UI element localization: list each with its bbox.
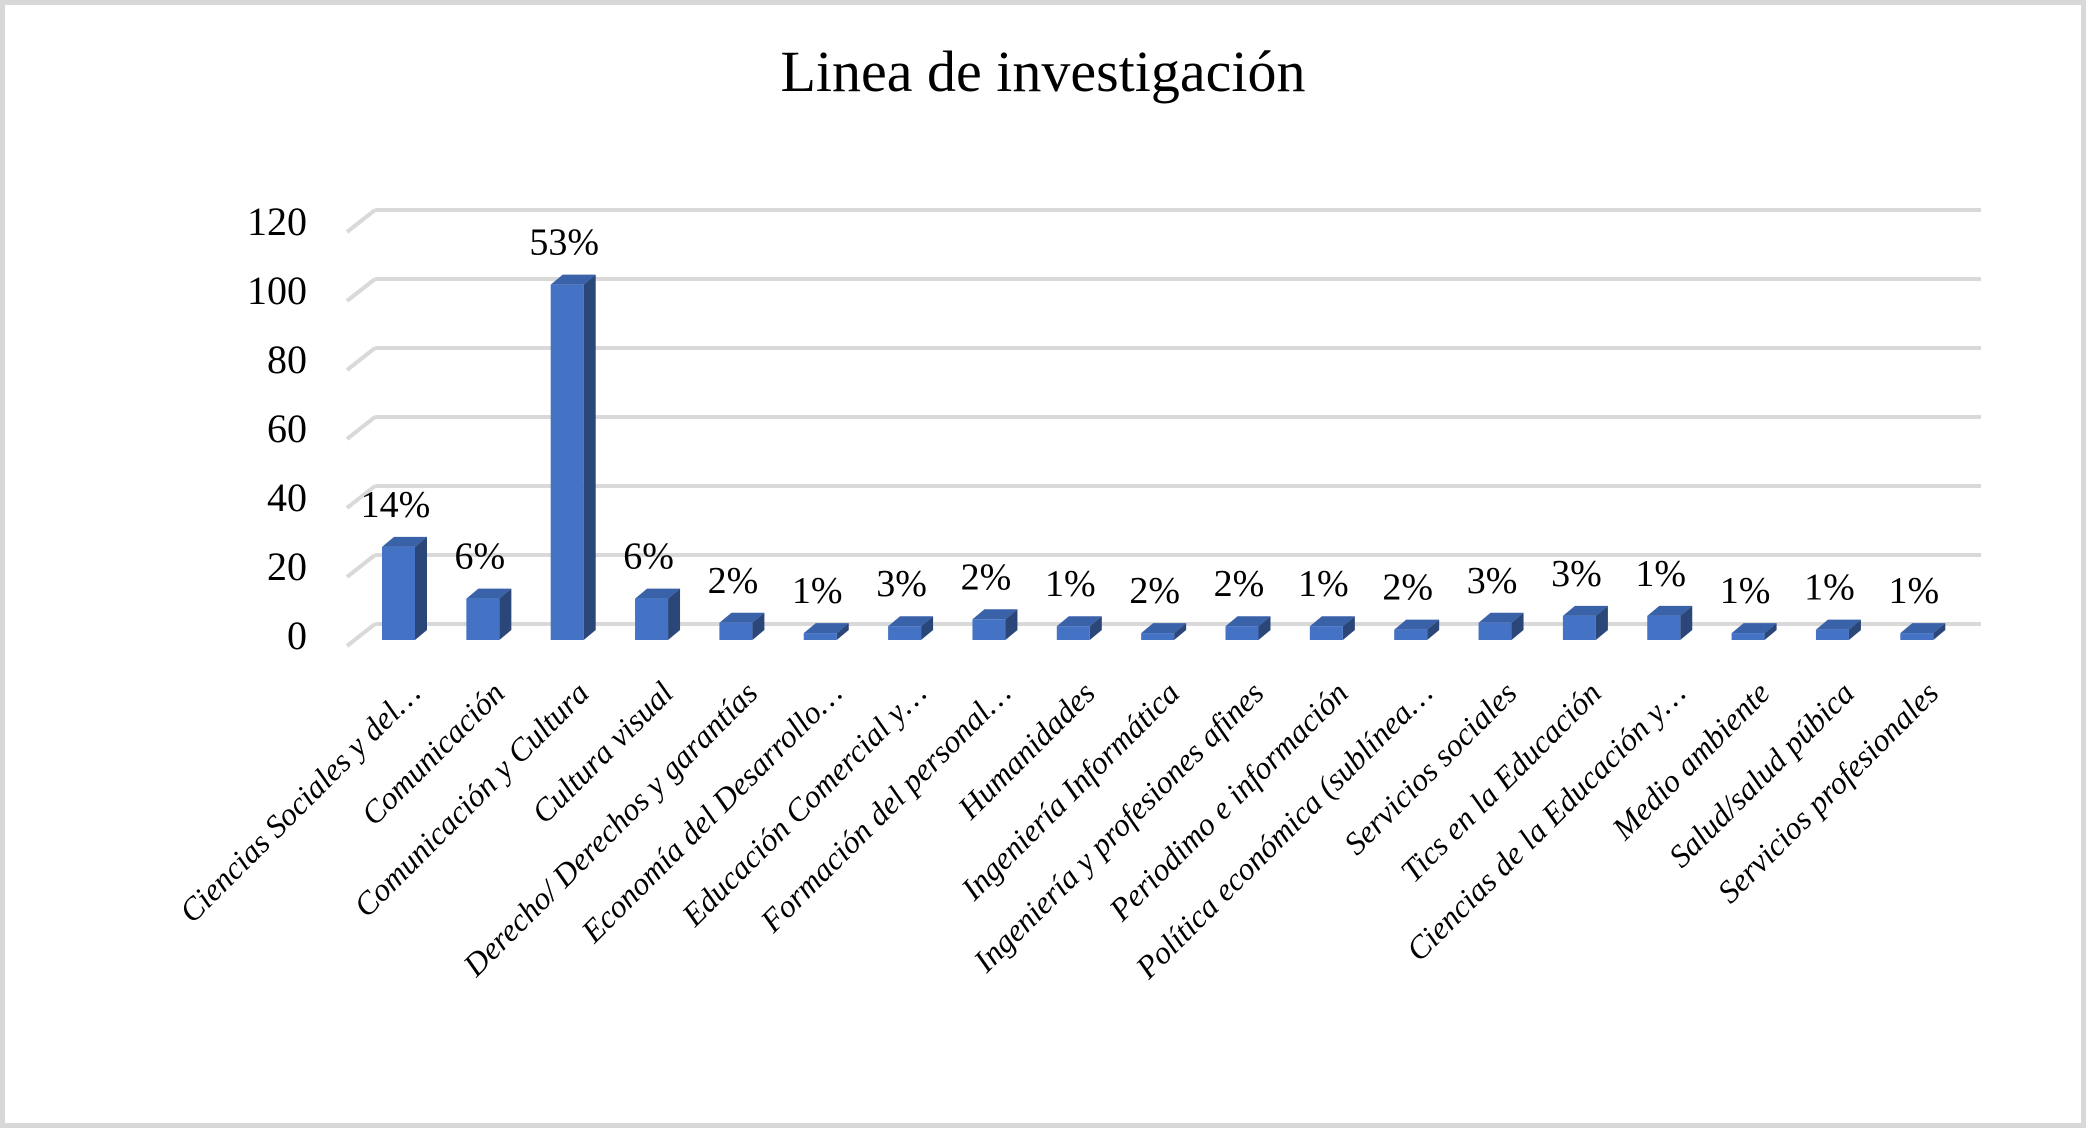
bar-top-face [888,616,934,627]
bar-side-face [1427,619,1440,640]
bar [1731,633,1765,640]
bar-side-face [1089,616,1102,640]
bar-top-face [1647,605,1693,616]
bar-top-face [466,588,512,599]
bar [1056,626,1090,640]
bar-top-face [550,274,596,285]
bar-top-face [635,588,681,599]
bar [1141,633,1175,640]
bar-side-face [499,588,512,640]
bar-top-face [1056,616,1102,627]
bar [635,598,669,640]
bar-side-face [1680,605,1693,640]
data-label: 2% [1129,570,1180,612]
bar-side-face [415,536,427,640]
bar-top-face [1815,619,1861,630]
bar [803,633,837,640]
y-axis-label: 0 [287,613,307,658]
data-label: 3% [1551,553,1602,595]
data-label: 2% [708,560,759,602]
y-axis-label: 100 [247,268,307,313]
gridline-depth-tick [345,277,377,303]
bar-top-face [1900,623,1946,634]
bar [1900,633,1934,640]
bar-top-face [1562,605,1608,616]
data-label: 1% [1045,563,1096,605]
bar [719,622,753,640]
bar-top-face [1731,623,1777,634]
bar-side-face [668,588,681,640]
bar-side-face [1848,619,1861,640]
data-label: 6% [623,536,674,578]
chart-title: Linea de investigación [780,39,1306,104]
bar-side-face [583,274,596,640]
bar-top-face [1309,616,1355,627]
bar-side-face [836,623,849,640]
bar-top-face [1141,623,1187,634]
data-label: 1% [1720,570,1771,612]
bar [466,598,500,640]
bar-side-face [1933,623,1946,640]
data-label: 2% [1382,567,1433,609]
bar-top-face [803,623,849,634]
gridline-depth-tick [345,415,377,441]
bar [1562,615,1596,640]
bar [1394,629,1428,640]
data-label: 53% [529,222,599,264]
bar-top-face [1394,619,1440,630]
bar-top-face [719,612,765,623]
bar-side-face [1511,612,1524,640]
data-label: 14% [361,484,431,526]
bar [1815,629,1849,640]
bar [1647,615,1681,640]
y-axis-label: 120 [247,199,307,244]
data-label: 2% [961,556,1012,598]
bar-top-face [1478,612,1524,623]
bar [972,619,1006,640]
gridline-depth-tick [345,553,377,579]
data-label: 2% [1214,563,1265,605]
bar [1225,626,1259,640]
bar [1309,626,1343,640]
y-axis-label: 20 [267,544,307,589]
data-label: 3% [1467,560,1518,602]
bar-side-face [1005,609,1018,640]
bar-side-face [1595,605,1608,640]
data-label: 1% [1888,570,1939,612]
bar-side-face [1174,623,1187,640]
y-axis-label: 60 [267,406,307,451]
bar [382,546,415,640]
gridline-depth-tick [345,622,377,648]
bar-side-face [1764,623,1777,640]
data-label: 1% [1804,567,1855,609]
gridline-depth-tick [345,346,377,372]
data-label: 1% [792,570,843,612]
bar-top-face [1225,616,1271,627]
bar-top-face [972,609,1018,620]
y-axis-label: 80 [267,337,307,382]
y-axis-label: 40 [267,475,307,520]
data-label: 3% [876,563,927,605]
bar-side-face [1258,616,1271,640]
gridline-depth-tick [345,484,377,510]
bar-side-face [752,612,765,640]
data-label: 1% [1298,563,1349,605]
gridline-depth-tick [345,208,377,234]
data-label: 1% [1635,553,1686,595]
bar-side-face [1342,616,1355,640]
bar [1478,622,1512,640]
bar [550,284,584,640]
bar [888,626,922,640]
data-label: 6% [455,536,506,578]
bar-top-face [382,536,427,547]
bar-side-face [921,616,934,640]
bar-chart-plot: 0 20 40 60 80 100 120 14% 6% 53% 6% 2% 1% 3% 2% 1% 2% 2% 1… [172,199,1981,986]
